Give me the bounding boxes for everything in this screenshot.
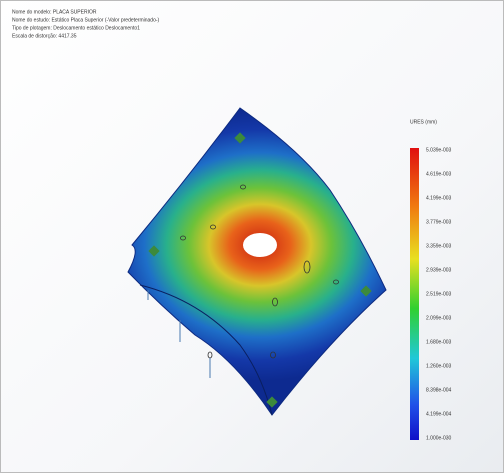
legend-label: 1.680e-003	[426, 339, 452, 345]
legend-label: 4.199e-004	[426, 411, 452, 417]
legend-label: 2.519e-003	[426, 291, 452, 297]
simulation-screenshot: Nome do modelo: PLACA SUPERIOR Nome do e…	[0, 0, 504, 473]
header-line: Tipo de plotagem: Deslocamento estático …	[12, 25, 140, 31]
legend-label: 4.199e-003	[426, 195, 452, 201]
legend-label: 4.619e-003	[426, 171, 452, 177]
legend-label: 2.099e-003	[426, 315, 452, 321]
legend-label: 8.398e-004	[426, 387, 452, 393]
legend-label: 1.260e-003	[426, 363, 452, 369]
legend-label: 5.039e-003	[426, 147, 452, 153]
legend-label: 2.939e-003	[426, 267, 452, 273]
legend-label: 3.779e-003	[426, 219, 452, 225]
legend-title: URES (mm)	[410, 119, 437, 125]
center-hole	[243, 233, 277, 257]
header-line: Nome do modelo: PLACA SUPERIOR	[12, 9, 97, 15]
legend-label: 3.359e-003	[426, 243, 452, 249]
header-line: Escala de distorção: 4417.35	[12, 33, 77, 39]
header-line: Nome do estudo: Estático Placa Superior …	[12, 17, 160, 23]
legend-label: 1.000e-030	[426, 435, 452, 441]
color-bar	[410, 148, 419, 440]
